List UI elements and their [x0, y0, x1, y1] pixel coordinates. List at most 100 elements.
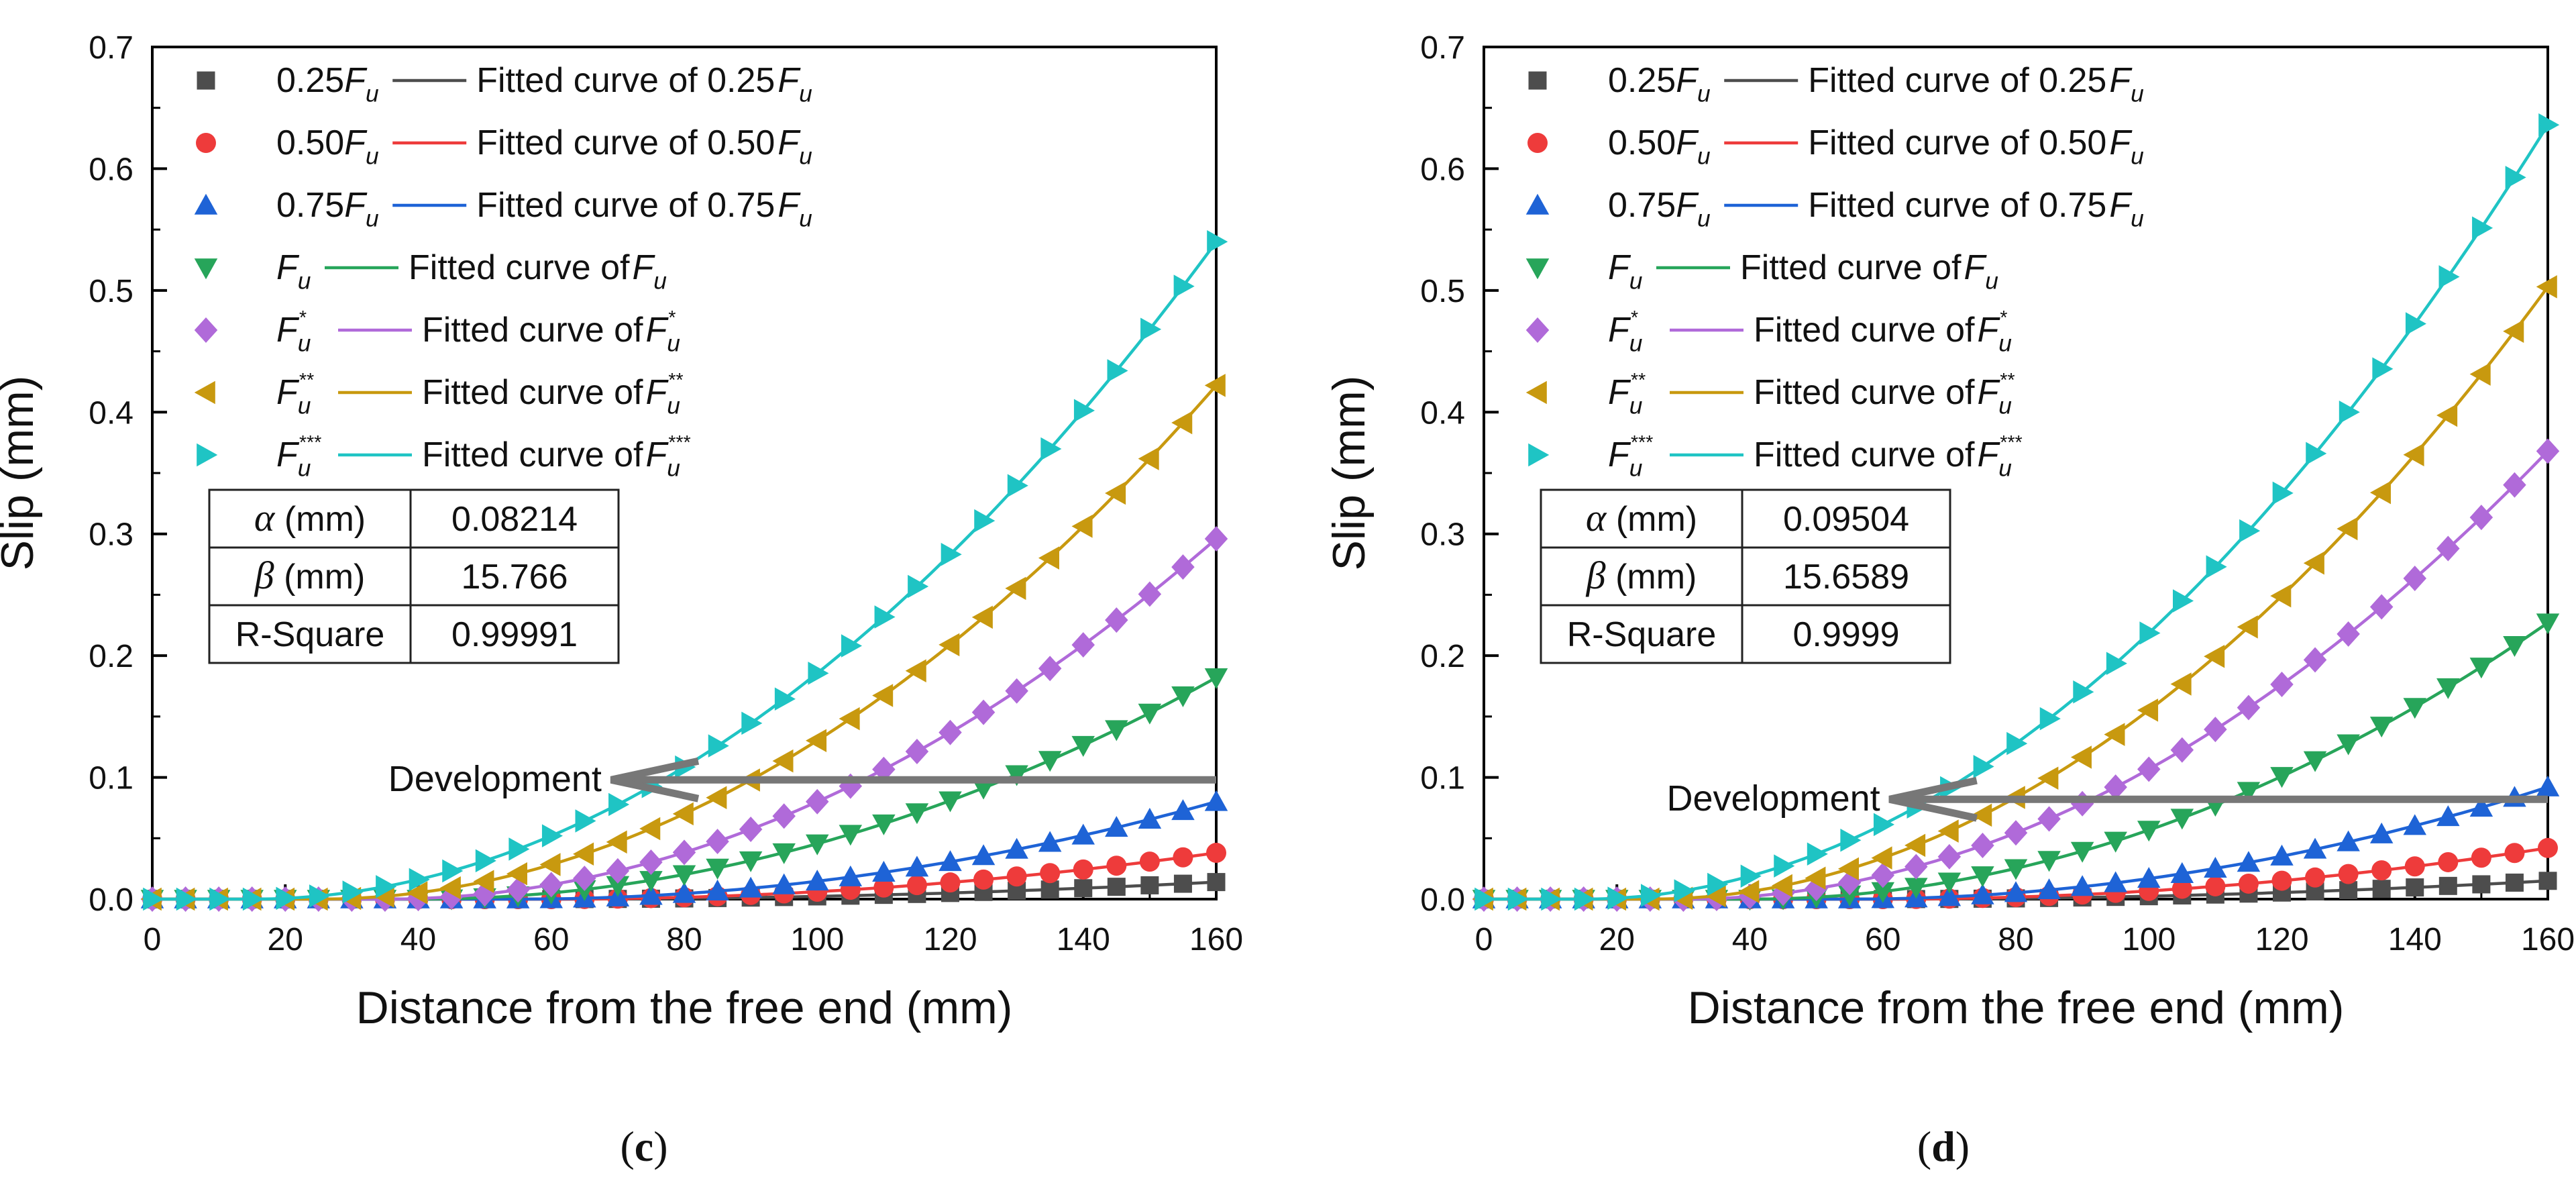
legend-fit-label: Fitted curve of 0.75 [1808, 186, 2106, 225]
data-point [2303, 647, 2327, 673]
data-point [573, 842, 594, 866]
data-point [508, 837, 530, 861]
data-point [242, 887, 264, 911]
development-annotation: Development [388, 757, 1216, 802]
data-point [2369, 822, 2394, 843]
data-point [1006, 866, 1027, 887]
x-tick-label: 120 [2255, 922, 2308, 957]
data-point [2372, 880, 2391, 898]
data-point [1005, 837, 1028, 859]
data-point [539, 872, 563, 898]
data-point [2206, 555, 2227, 578]
x-tick-label: 140 [1057, 922, 1110, 957]
legend-marker [1525, 317, 1550, 343]
data-point [1971, 803, 1992, 827]
data-point [2306, 442, 2327, 466]
legend-row: Fu** Fitted curve of Fu** [1525, 370, 2015, 419]
data-point [2369, 594, 2394, 620]
legend-marker [194, 380, 215, 405]
data-point [1904, 833, 1926, 858]
data-point [1971, 883, 1994, 904]
fu-symbol: Fu [1676, 123, 1710, 170]
legend-fit-label: Fitted curve of [409, 248, 630, 287]
fit-table-value: 15.6589 [1783, 558, 1909, 596]
data-point [908, 574, 929, 599]
data-point [971, 605, 993, 629]
data-point [1674, 879, 1695, 902]
data-point [1474, 887, 1496, 911]
x-tick-label: 100 [790, 922, 844, 957]
data-point [1106, 855, 1127, 876]
legend-marker [197, 71, 215, 90]
data-point [1005, 678, 1028, 704]
data-point [1073, 399, 1095, 423]
data-point [1204, 668, 1228, 690]
data-point [1738, 880, 1760, 903]
fit-table-param: α (mm) [254, 496, 366, 539]
data-point [1541, 887, 1562, 911]
data-point [772, 749, 794, 773]
data-point [2070, 841, 2094, 863]
data-point [772, 873, 796, 894]
data-point [2237, 851, 2261, 872]
data-point [2472, 875, 2491, 894]
data-point [1937, 819, 1959, 843]
data-point [1871, 882, 1894, 903]
data-point [2469, 362, 2491, 386]
data-point [2137, 867, 2161, 888]
data-point [1171, 799, 1195, 821]
y-tick-label: 0.6 [1420, 152, 1465, 187]
fu-symbol: Fu* [645, 307, 680, 357]
fu-symbol: Fu** [1608, 370, 1646, 419]
data-point [2337, 517, 2358, 541]
legend-row: 0.50 Fu Fitted curve of 0.50 Fu [1527, 123, 2144, 170]
x-tick-label: 40 [1732, 922, 1768, 957]
data-point [639, 817, 661, 841]
fu-symbol: Fu** [276, 370, 314, 419]
data-point [672, 865, 696, 886]
data-point [971, 778, 996, 800]
data-point [2339, 400, 2360, 424]
data-point [2270, 767, 2294, 788]
fu-symbol: Fu [632, 248, 666, 295]
y-tick-label: 0.5 [1420, 274, 1465, 309]
legend-label: 0.25 [1608, 61, 1676, 100]
legend-fit-label: Fitted curve of [1754, 311, 1975, 350]
data-point [1873, 813, 1894, 837]
data-point [2436, 535, 2460, 562]
data-point [1138, 807, 1162, 829]
fu-symbol: Fu [344, 123, 378, 170]
data-point [1574, 887, 1595, 911]
data-point [2371, 860, 2392, 881]
data-point [575, 809, 596, 833]
data-point [2369, 717, 2394, 738]
data-point [1837, 885, 1862, 906]
data-point [1138, 447, 1159, 470]
legend-row: Fu** Fitted curve of Fu** [194, 370, 683, 419]
data-point [2469, 658, 2493, 679]
data-point [806, 729, 827, 752]
data-point [2137, 821, 2161, 842]
data-point [2104, 871, 2127, 892]
x-tick-label: 20 [268, 922, 303, 957]
development-arrow-head [1888, 776, 1978, 822]
data-point [1771, 874, 1792, 898]
x-axis-label: Distance from the free end (mm) [1688, 982, 2345, 1033]
legend-marker [196, 133, 216, 153]
data-point [906, 875, 927, 896]
fu-symbol: Fu [2109, 186, 2143, 232]
data-point [2104, 831, 2127, 853]
data-point [573, 866, 596, 892]
data-point [2073, 680, 2094, 704]
data-point [2436, 403, 2458, 427]
y-axis-label: Slip (mm) [1324, 376, 1375, 571]
data-point [2403, 814, 2426, 835]
x-tick-label: 0 [1475, 922, 1493, 957]
data-point [938, 850, 962, 872]
fit-table-param: α (mm) [1586, 496, 1697, 539]
legend-marker [1527, 133, 1548, 153]
data-point [873, 877, 894, 898]
data-point [1138, 703, 1162, 725]
data-point [739, 817, 763, 843]
data-point [1973, 755, 1994, 778]
